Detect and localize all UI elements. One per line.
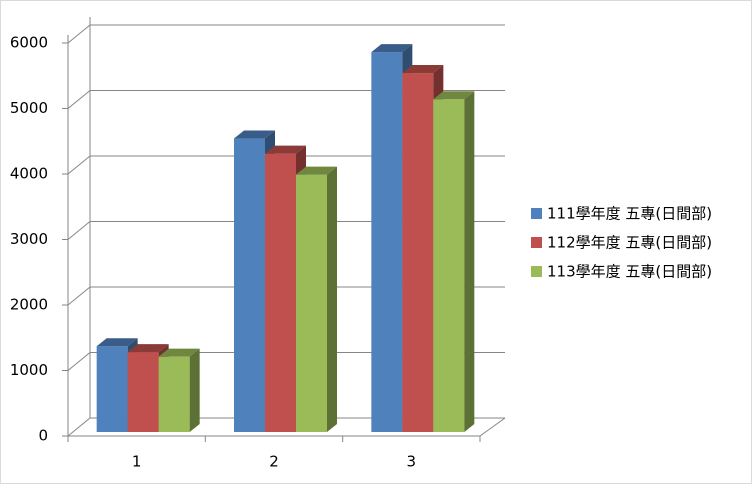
grid-line — [67, 90, 91, 109]
bar-top — [158, 348, 200, 357]
bar-top — [234, 130, 275, 139]
bar-top — [296, 166, 337, 175]
bar-front — [158, 356, 190, 432]
bar-top — [127, 344, 169, 353]
bar-top — [96, 338, 138, 347]
x-tick-label: 1 — [132, 453, 142, 471]
legend-label: 113學年度 五專(日間部) — [547, 263, 712, 281]
bar-side — [464, 91, 475, 432]
bar-front — [296, 174, 327, 432]
grid-line — [67, 352, 91, 371]
bar-side — [189, 348, 200, 432]
y-tick-label: 1000 — [10, 361, 48, 379]
legend-swatch — [531, 266, 542, 277]
legend-label: 112學年度 五專(日間部) — [547, 234, 712, 252]
bar-side — [327, 166, 337, 432]
grid-line — [67, 417, 91, 437]
legend-swatch — [531, 208, 542, 219]
bar-front — [265, 153, 296, 432]
y-tick-label: 6000 — [10, 34, 48, 52]
bar-top — [371, 44, 413, 53]
bar-front — [433, 99, 465, 432]
y-tick-label: 4000 — [10, 165, 48, 183]
bar-front — [402, 73, 434, 432]
y-tick-label: 0 — [38, 427, 48, 445]
y-tick-label: 2000 — [10, 296, 48, 314]
grid-line — [67, 155, 91, 175]
grid-line — [67, 24, 91, 44]
y-tick-label: 5000 — [10, 99, 48, 117]
legend-swatch — [531, 237, 542, 248]
bar-top — [265, 145, 306, 154]
bar-top — [433, 91, 475, 100]
legend-label: 111學年度 五專(日間部) — [547, 205, 712, 223]
bar-front — [96, 346, 128, 432]
bar-top — [402, 65, 444, 74]
bar-front — [234, 138, 265, 432]
floor-line — [479, 417, 506, 437]
grid-line — [67, 221, 91, 240]
y-tick-label: 3000 — [10, 230, 48, 248]
grid-line — [67, 286, 91, 306]
bar-front — [127, 352, 159, 432]
bar-front — [371, 52, 403, 432]
x-tick-label: 2 — [269, 453, 279, 471]
x-tick-label: 3 — [407, 453, 417, 471]
